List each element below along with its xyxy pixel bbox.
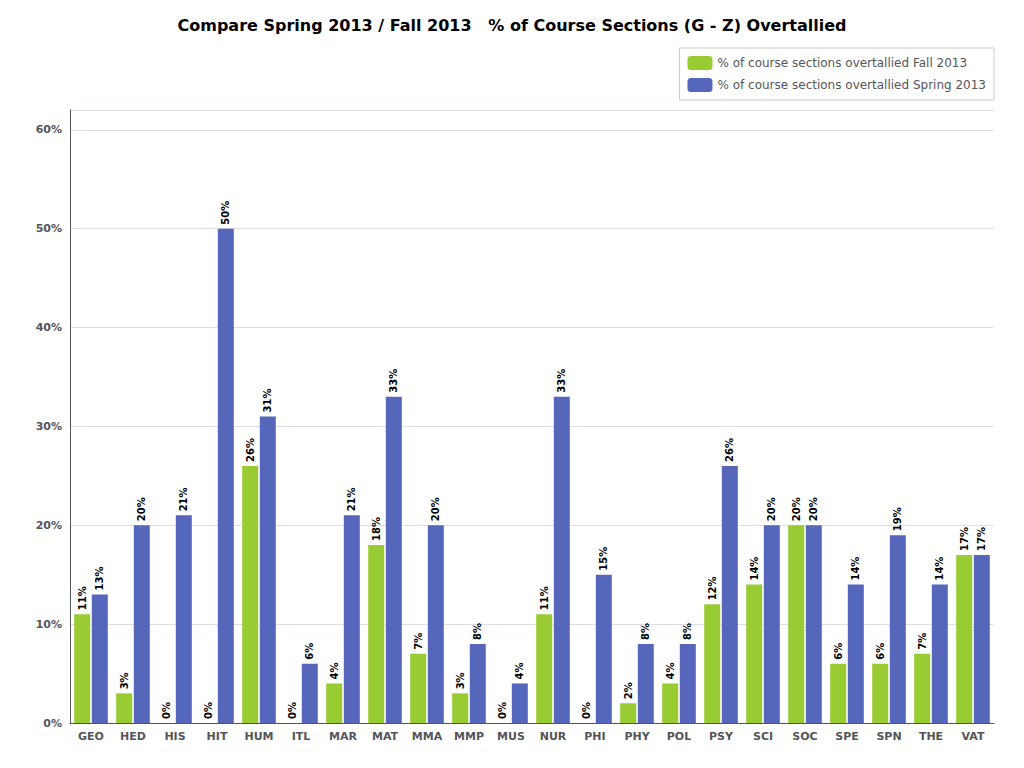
svg-text:HIT: HIT	[207, 730, 228, 743]
svg-text:33%: 33%	[556, 369, 567, 393]
svg-text:60%: 60%	[36, 123, 62, 136]
svg-text:50%: 50%	[220, 201, 231, 225]
svg-text:THE: THE	[919, 730, 943, 743]
svg-text:SOC: SOC	[792, 730, 817, 743]
svg-text:0%: 0%	[581, 702, 592, 719]
svg-text:PHI: PHI	[584, 730, 605, 743]
svg-text:31%: 31%	[262, 389, 273, 413]
svg-text:19%: 19%	[892, 507, 903, 531]
svg-text:VAT: VAT	[962, 730, 985, 743]
svg-text:HIS: HIS	[164, 730, 185, 743]
svg-text:3%: 3%	[119, 672, 130, 689]
svg-text:20%: 20%	[430, 497, 441, 521]
svg-text:0%: 0%	[203, 702, 214, 719]
svg-text:10%: 10%	[36, 618, 62, 631]
svg-text:20%: 20%	[791, 497, 802, 521]
svg-text:21%: 21%	[178, 487, 189, 511]
svg-text:NUR: NUR	[540, 730, 567, 743]
svg-text:7%: 7%	[917, 633, 928, 650]
svg-text:MUS: MUS	[497, 730, 525, 743]
svg-text:Compare Spring 2013 / Fall 201: Compare Spring 2013 / Fall 2013 % of Cou…	[177, 16, 846, 35]
svg-text:14%: 14%	[850, 557, 861, 581]
svg-text:MAR: MAR	[329, 730, 357, 743]
svg-text:4%: 4%	[665, 662, 676, 679]
svg-text:20%: 20%	[136, 497, 147, 521]
svg-text:11%: 11%	[539, 586, 550, 610]
svg-text:GEO: GEO	[78, 730, 104, 743]
svg-text:MAT: MAT	[372, 730, 399, 743]
svg-text:14%: 14%	[749, 557, 760, 581]
svg-text:PSY: PSY	[709, 730, 734, 743]
svg-text:11%: 11%	[77, 586, 88, 610]
svg-text:0%: 0%	[287, 702, 298, 719]
svg-text:26%: 26%	[724, 438, 735, 462]
svg-text:8%: 8%	[472, 623, 483, 640]
svg-text:26%: 26%	[245, 438, 256, 462]
svg-text:6%: 6%	[304, 643, 315, 660]
svg-text:0%: 0%	[161, 702, 172, 719]
svg-text:15%: 15%	[598, 547, 609, 571]
svg-text:7%: 7%	[413, 633, 424, 650]
svg-text:33%: 33%	[388, 369, 399, 393]
svg-text:20%: 20%	[766, 497, 777, 521]
svg-text:SPN: SPN	[876, 730, 901, 743]
svg-text:20%: 20%	[36, 519, 62, 532]
svg-text:0%: 0%	[497, 702, 508, 719]
svg-text:3%: 3%	[455, 672, 466, 689]
svg-text:2%: 2%	[623, 682, 634, 699]
svg-text:MMP: MMP	[454, 730, 484, 743]
svg-text:6%: 6%	[833, 643, 844, 660]
svg-text:0%: 0%	[43, 717, 62, 730]
svg-text:18%: 18%	[371, 517, 382, 541]
svg-text:PHY: PHY	[624, 730, 650, 743]
svg-text:POL: POL	[667, 730, 691, 743]
svg-text:6%: 6%	[875, 643, 886, 660]
svg-text:HED: HED	[120, 730, 146, 743]
svg-text:ITL: ITL	[292, 730, 311, 743]
svg-text:17%: 17%	[976, 527, 987, 551]
svg-text:13%: 13%	[94, 567, 105, 591]
svg-text:MMA: MMA	[412, 730, 443, 743]
svg-text:4%: 4%	[329, 662, 340, 679]
svg-text:4%: 4%	[514, 662, 525, 679]
svg-text:SPE: SPE	[835, 730, 859, 743]
svg-text:8%: 8%	[640, 623, 651, 640]
svg-text:50%: 50%	[36, 222, 62, 235]
svg-text:30%: 30%	[36, 420, 62, 433]
svg-text:14%: 14%	[934, 557, 945, 581]
svg-text:HUM: HUM	[244, 730, 273, 743]
svg-text:SCI: SCI	[753, 730, 773, 743]
svg-text:17%: 17%	[959, 527, 970, 551]
svg-text:40%: 40%	[36, 321, 62, 334]
svg-text:% of course sections overtalli: % of course sections overtallied Spring …	[717, 78, 986, 92]
svg-text:12%: 12%	[707, 576, 718, 600]
svg-text:21%: 21%	[346, 487, 357, 511]
svg-text:20%: 20%	[808, 497, 819, 521]
svg-text:% of course sections overtalli: % of course sections overtallied Fall 20…	[717, 56, 967, 70]
svg-text:8%: 8%	[682, 623, 693, 640]
